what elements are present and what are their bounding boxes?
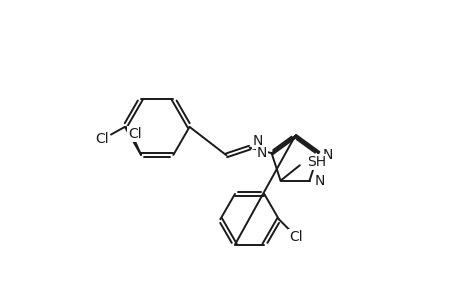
Text: N: N — [313, 174, 324, 188]
Text: N: N — [256, 146, 266, 160]
Text: Cl: Cl — [128, 127, 141, 141]
Text: Cl: Cl — [95, 132, 108, 146]
Text: Cl: Cl — [288, 230, 302, 244]
Text: SH: SH — [307, 155, 326, 169]
Text: N: N — [252, 134, 263, 148]
Text: N: N — [322, 148, 333, 162]
